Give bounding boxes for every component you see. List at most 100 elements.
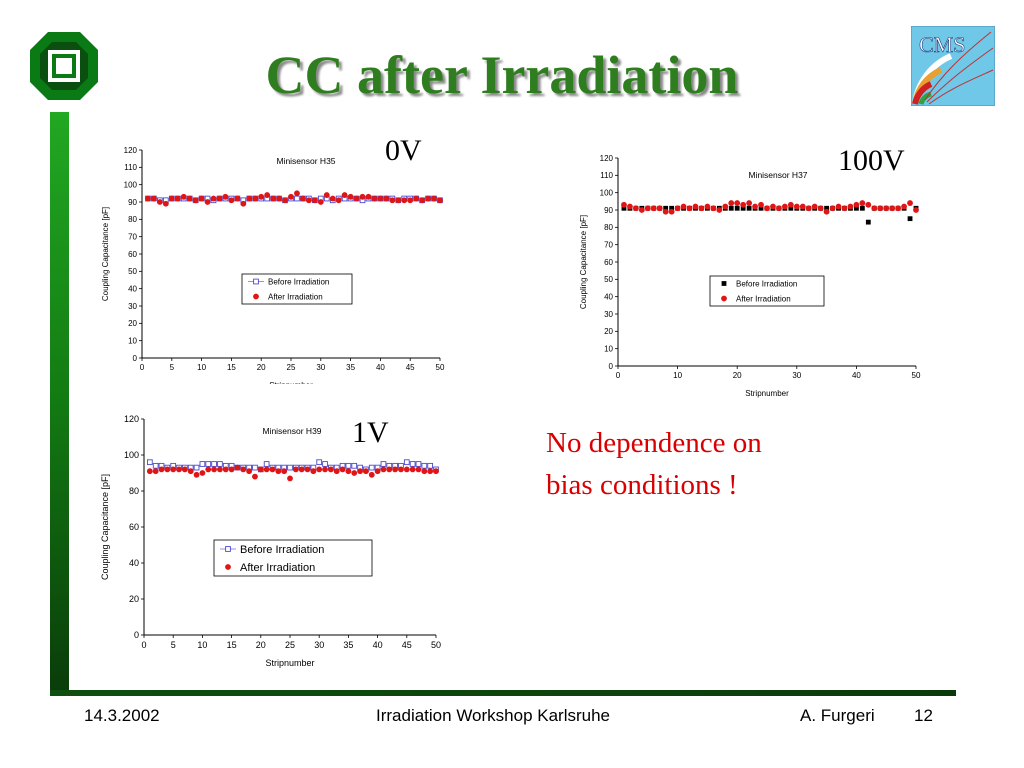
x-tick-label: 30 bbox=[792, 371, 801, 380]
data-point bbox=[316, 459, 323, 466]
data-point bbox=[368, 464, 375, 471]
data-point bbox=[351, 470, 358, 476]
y-tick-label: 40 bbox=[128, 284, 137, 293]
data-point bbox=[374, 468, 381, 475]
data-point bbox=[341, 192, 348, 198]
x-tick-label: 40 bbox=[852, 371, 861, 380]
data-point bbox=[698, 205, 705, 212]
data-point bbox=[228, 197, 235, 204]
y-tick-label: 40 bbox=[604, 292, 613, 301]
x-tick-label: 40 bbox=[376, 363, 385, 372]
legend-label: After Irradiation bbox=[736, 294, 791, 303]
data-point bbox=[193, 464, 200, 471]
data-point bbox=[668, 208, 675, 215]
y-tick-label: 20 bbox=[129, 594, 139, 604]
x-tick-label: 10 bbox=[673, 371, 682, 380]
data-point bbox=[686, 205, 693, 212]
data-point bbox=[205, 461, 212, 467]
data-point bbox=[252, 473, 258, 480]
data-point bbox=[758, 201, 764, 208]
data-point bbox=[865, 219, 871, 225]
y-tick-label: 10 bbox=[604, 344, 613, 353]
x-tick-label: 0 bbox=[141, 640, 146, 650]
data-point bbox=[275, 468, 282, 475]
legend-label: Before Irradiation bbox=[268, 277, 329, 286]
y-axis-label: Coupling Capacitance [pF] bbox=[100, 474, 110, 580]
x-tick-label: 35 bbox=[343, 640, 353, 650]
left-accent-bar bbox=[50, 112, 69, 694]
data-point bbox=[311, 197, 318, 204]
y-tick-label: 40 bbox=[129, 558, 139, 568]
x-tick-label: 10 bbox=[197, 640, 207, 650]
data-point bbox=[758, 205, 764, 211]
data-point bbox=[228, 466, 235, 473]
data-point bbox=[281, 468, 288, 475]
y-tick-label: 0 bbox=[609, 362, 614, 371]
data-point bbox=[817, 205, 824, 212]
legend-marker bbox=[253, 293, 259, 300]
data-point bbox=[168, 195, 175, 202]
legend-marker bbox=[225, 546, 231, 552]
data-point bbox=[170, 466, 177, 473]
y-tick-label: 90 bbox=[604, 206, 613, 215]
x-tick-label: 15 bbox=[227, 363, 236, 372]
y-tick-label: 20 bbox=[604, 327, 613, 336]
data-point bbox=[365, 193, 372, 200]
data-point bbox=[674, 205, 681, 212]
data-point bbox=[913, 207, 919, 213]
y-tick-label: 70 bbox=[604, 240, 613, 249]
x-tick-label: 30 bbox=[316, 363, 325, 372]
data-point bbox=[363, 468, 369, 475]
legend-label: After Irradiation bbox=[268, 292, 323, 301]
conclusion-note: No dependence on bias conditions ! bbox=[546, 422, 762, 506]
data-point bbox=[627, 203, 633, 210]
data-point bbox=[621, 205, 627, 211]
data-point bbox=[728, 205, 734, 211]
data-point bbox=[663, 205, 669, 211]
data-point bbox=[419, 197, 426, 204]
data-point bbox=[377, 195, 384, 202]
y-tick-label: 110 bbox=[124, 163, 137, 172]
data-point bbox=[907, 216, 913, 222]
data-point bbox=[854, 205, 859, 211]
legend-label: After Irradiation bbox=[240, 562, 315, 574]
footer-author: A. Furgeri bbox=[800, 706, 875, 725]
data-point bbox=[258, 193, 265, 200]
data-point bbox=[415, 461, 422, 467]
data-point bbox=[704, 203, 711, 210]
data-point bbox=[234, 464, 241, 471]
data-point bbox=[192, 197, 199, 204]
data-point bbox=[776, 205, 782, 212]
y-tick-label: 100 bbox=[124, 450, 139, 460]
data-point bbox=[805, 205, 812, 212]
data-point bbox=[234, 195, 241, 202]
data-point bbox=[895, 205, 902, 212]
data-point bbox=[788, 205, 794, 211]
data-point bbox=[199, 461, 206, 467]
data-point bbox=[386, 466, 393, 473]
series-1 bbox=[145, 190, 443, 207]
data-point bbox=[380, 466, 387, 473]
data-point bbox=[644, 205, 651, 212]
data-point bbox=[347, 193, 354, 200]
data-point bbox=[746, 200, 753, 206]
y-tick-label: 60 bbox=[129, 522, 139, 532]
data-point bbox=[764, 205, 770, 212]
voltage-label-h39: 1V bbox=[352, 416, 389, 449]
x-axis-label: Stripnumber bbox=[745, 389, 789, 398]
data-point bbox=[389, 197, 396, 204]
data-point bbox=[662, 208, 669, 215]
data-point bbox=[392, 466, 399, 473]
data-point bbox=[901, 203, 907, 210]
y-tick-label: 0 bbox=[134, 630, 139, 640]
data-point bbox=[859, 205, 865, 211]
data-point bbox=[329, 195, 336, 202]
footer-event: Irradiation Workshop Karlsruhe bbox=[376, 706, 611, 725]
data-point bbox=[752, 203, 758, 210]
cms-logo-text: CMS bbox=[919, 32, 965, 57]
data-point bbox=[835, 203, 842, 210]
data-point bbox=[383, 195, 390, 202]
data-point bbox=[345, 468, 352, 475]
data-point bbox=[859, 200, 866, 206]
chart-title: Minisensor H39 bbox=[262, 426, 321, 436]
